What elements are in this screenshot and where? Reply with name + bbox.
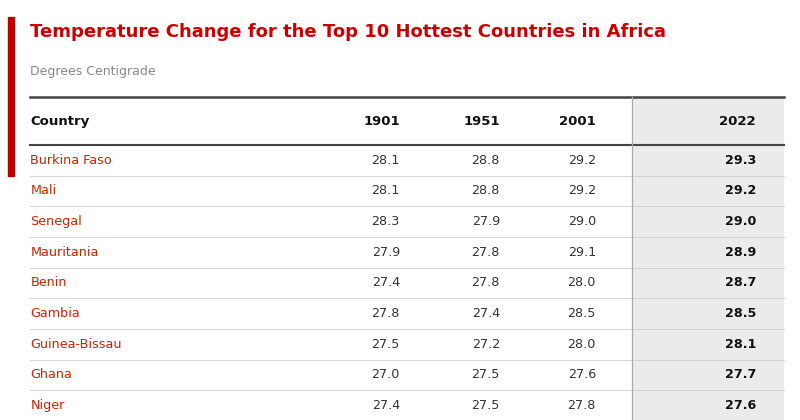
Text: 28.1: 28.1 xyxy=(372,154,400,167)
Text: 29.1: 29.1 xyxy=(568,246,596,259)
Text: 27.6: 27.6 xyxy=(725,399,756,412)
Text: 1901: 1901 xyxy=(363,115,400,128)
Text: 27.6: 27.6 xyxy=(568,368,596,381)
Text: 28.5: 28.5 xyxy=(568,307,596,320)
Text: Gambia: Gambia xyxy=(30,307,80,320)
Text: 27.4: 27.4 xyxy=(372,276,400,289)
Text: Ghana: Ghana xyxy=(30,368,72,381)
Bar xyxy=(632,97,784,420)
Text: Niger: Niger xyxy=(30,399,65,412)
Text: 28.3: 28.3 xyxy=(372,215,400,228)
Text: Senegal: Senegal xyxy=(30,215,82,228)
Text: 28.0: 28.0 xyxy=(568,276,596,289)
Text: 29.0: 29.0 xyxy=(725,215,756,228)
Text: Degrees Centigrade: Degrees Centigrade xyxy=(30,65,156,78)
Text: 27.8: 27.8 xyxy=(568,399,596,412)
Text: 2022: 2022 xyxy=(719,115,756,128)
Text: 29.2: 29.2 xyxy=(725,184,756,197)
Text: Mali: Mali xyxy=(30,184,57,197)
Text: 28.5: 28.5 xyxy=(725,307,756,320)
Text: Country: Country xyxy=(30,115,90,128)
Text: 27.7: 27.7 xyxy=(725,368,756,381)
Text: 28.7: 28.7 xyxy=(725,276,756,289)
Text: 28.9: 28.9 xyxy=(725,246,756,259)
Text: 27.4: 27.4 xyxy=(472,307,500,320)
Text: 27.5: 27.5 xyxy=(472,399,500,412)
Text: Temperature Change for the Top 10 Hottest Countries in Africa: Temperature Change for the Top 10 Hottes… xyxy=(30,23,666,41)
Text: 28.1: 28.1 xyxy=(725,338,756,351)
Text: 27.9: 27.9 xyxy=(372,246,400,259)
Text: Burkina Faso: Burkina Faso xyxy=(30,154,112,167)
Text: 27.5: 27.5 xyxy=(472,368,500,381)
Text: 28.1: 28.1 xyxy=(372,184,400,197)
Text: 28.8: 28.8 xyxy=(472,154,500,167)
Text: 29.2: 29.2 xyxy=(568,154,596,167)
Text: 29.0: 29.0 xyxy=(568,215,596,228)
Text: Benin: Benin xyxy=(30,276,67,289)
Text: 27.8: 27.8 xyxy=(472,246,500,259)
Text: 29.3: 29.3 xyxy=(725,154,756,167)
Text: 27.9: 27.9 xyxy=(472,215,500,228)
Text: 27.2: 27.2 xyxy=(472,338,500,351)
Text: 28.0: 28.0 xyxy=(568,338,596,351)
Text: 27.0: 27.0 xyxy=(372,368,400,381)
Text: 1951: 1951 xyxy=(463,115,500,128)
Text: 27.4: 27.4 xyxy=(372,399,400,412)
Text: 27.8: 27.8 xyxy=(472,276,500,289)
Text: Guinea-Bissau: Guinea-Bissau xyxy=(30,338,122,351)
Text: 27.8: 27.8 xyxy=(372,307,400,320)
Text: Mauritania: Mauritania xyxy=(30,246,98,259)
Text: 2001: 2001 xyxy=(559,115,596,128)
Text: 29.2: 29.2 xyxy=(568,184,596,197)
Text: 28.8: 28.8 xyxy=(472,184,500,197)
Text: 27.5: 27.5 xyxy=(372,338,400,351)
